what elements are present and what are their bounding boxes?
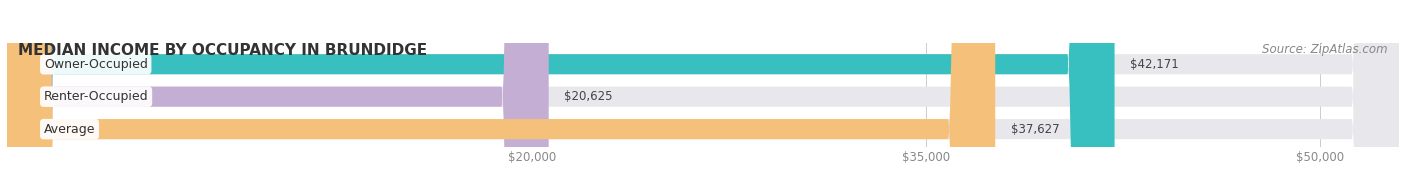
Text: Source: ZipAtlas.com: Source: ZipAtlas.com xyxy=(1263,43,1388,56)
FancyBboxPatch shape xyxy=(7,0,995,196)
FancyBboxPatch shape xyxy=(7,0,1115,196)
Text: Renter-Occupied: Renter-Occupied xyxy=(44,90,149,103)
Text: Owner-Occupied: Owner-Occupied xyxy=(44,58,148,71)
FancyBboxPatch shape xyxy=(7,0,548,196)
Text: $20,625: $20,625 xyxy=(564,90,613,103)
FancyBboxPatch shape xyxy=(7,0,1399,196)
Text: $42,171: $42,171 xyxy=(1130,58,1180,71)
FancyBboxPatch shape xyxy=(7,0,1399,196)
Text: MEDIAN INCOME BY OCCUPANCY IN BRUNDIDGE: MEDIAN INCOME BY OCCUPANCY IN BRUNDIDGE xyxy=(18,43,427,58)
Text: Average: Average xyxy=(44,123,96,136)
Text: $37,627: $37,627 xyxy=(1011,123,1060,136)
FancyBboxPatch shape xyxy=(7,0,1399,196)
